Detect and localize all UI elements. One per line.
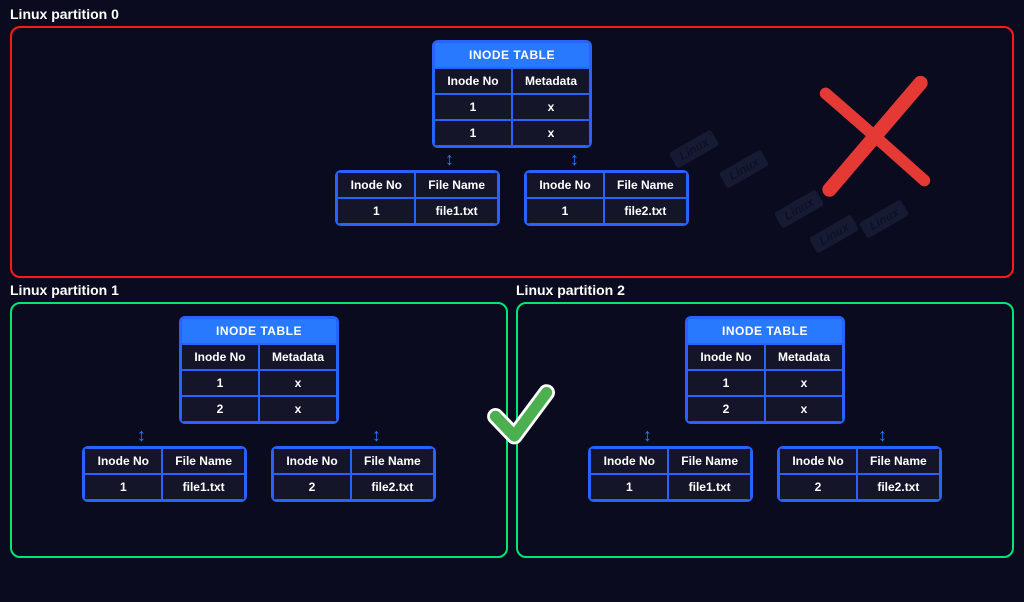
col: Inode No xyxy=(181,344,259,370)
inode-table-1: INODE TABLE Inode No Metadata 1 x 2 x xyxy=(179,316,339,424)
partition-2-box: INODE TABLE Inode No Metadata 1 x 2 x xyxy=(516,302,1014,558)
inode-table-0-title: INODE TABLE xyxy=(434,42,590,68)
partition-0-box: INODE TABLE Inode No Metadata 1 x 1 x ↕ … xyxy=(10,26,1014,278)
partition-0-label: Linux partition 0 xyxy=(10,6,1014,22)
arrow-row: ↕ ↕ xyxy=(297,148,727,170)
children-row: Inode No File Name 1 file1.txt Inode No … xyxy=(335,170,688,226)
partition-0-diagram: INODE TABLE Inode No Metadata 1 x 1 x ↕ … xyxy=(297,40,727,226)
cell: 2 xyxy=(273,474,351,500)
col: Inode No xyxy=(687,344,765,370)
cell: file1.txt xyxy=(668,474,751,500)
partition-1-diagram: INODE TABLE Inode No Metadata 1 x 2 x xyxy=(24,316,494,502)
title: INODE TABLE xyxy=(687,318,843,344)
cell: file2.txt xyxy=(604,198,687,224)
arrow-icon: ↕ xyxy=(137,426,146,444)
cell: 1 xyxy=(337,198,415,224)
cell: 1 xyxy=(526,198,604,224)
bottom-section: Linux partition 1 INODE TABLE Inode No M… xyxy=(0,278,1024,564)
cell: x xyxy=(765,396,843,422)
cell: 1 xyxy=(590,474,668,500)
cell: x xyxy=(765,370,843,396)
partition-1-col: Linux partition 1 INODE TABLE Inode No M… xyxy=(10,282,508,558)
inode-table-0-col1: Metadata xyxy=(512,68,590,94)
col: File Name xyxy=(162,448,245,474)
partition-1-box: INODE TABLE Inode No Metadata 1 x 2 x xyxy=(10,302,508,558)
cell: 1 xyxy=(181,370,259,396)
cell: 1 xyxy=(84,474,162,500)
cell: 2 xyxy=(687,396,765,422)
children-row: Inode No File Name 1 file1.txt Inode No … xyxy=(588,446,941,502)
top-section: Linux partition 0 INODE TABLE Inode No M… xyxy=(0,0,1024,278)
col: Inode No xyxy=(337,172,415,198)
partition-2-col: Linux partition 2 INODE TABLE Inode No M… xyxy=(516,282,1014,558)
col: Inode No xyxy=(779,448,857,474)
arrow-icon: ↕ xyxy=(372,426,381,444)
cell: x xyxy=(512,94,590,120)
children-row: Inode No File Name 1 file1.txt Inode No … xyxy=(82,446,435,502)
cell: 2 xyxy=(181,396,259,422)
file-table-1-1: Inode No File Name 2 file2.txt xyxy=(271,446,436,502)
cell: x xyxy=(512,120,590,146)
cell: 1 xyxy=(434,94,512,120)
col: Metadata xyxy=(259,344,337,370)
cell: 1 xyxy=(434,120,512,146)
cell: file1.txt xyxy=(162,474,245,500)
cell: x xyxy=(259,370,337,396)
file-table-0-1: Inode No File Name 1 file2.txt xyxy=(524,170,689,226)
col: File Name xyxy=(415,172,498,198)
arrow-row: ↕ ↕ xyxy=(530,424,1000,446)
arrow-icon: ↕ xyxy=(878,426,887,444)
cell: 1 xyxy=(687,370,765,396)
cell: file1.txt xyxy=(415,198,498,224)
file-table-1-0: Inode No File Name 1 file1.txt xyxy=(82,446,247,502)
col: Inode No xyxy=(526,172,604,198)
partition-2-diagram: INODE TABLE Inode No Metadata 1 x 2 x xyxy=(530,316,1000,502)
title: INODE TABLE xyxy=(181,318,337,344)
file-table-0-0: Inode No File Name 1 file1.txt xyxy=(335,170,500,226)
col: File Name xyxy=(857,448,940,474)
col: Inode No xyxy=(590,448,668,474)
file-table-2-1: Inode No File Name 2 file2.txt xyxy=(777,446,942,502)
col: Metadata xyxy=(765,344,843,370)
arrow-icon: ↕ xyxy=(643,426,652,444)
arrow-icon: ↕ xyxy=(570,150,579,168)
col: File Name xyxy=(351,448,434,474)
arrow-icon: ↕ xyxy=(445,150,454,168)
cell: 2 xyxy=(779,474,857,500)
partition-1-label: Linux partition 1 xyxy=(10,282,508,298)
inode-table-2: INODE TABLE Inode No Metadata 1 x 2 x xyxy=(685,316,845,424)
cell: file2.txt xyxy=(351,474,434,500)
cell: file2.txt xyxy=(857,474,940,500)
partition-2-label: Linux partition 2 xyxy=(516,282,1014,298)
inode-table-0-col0: Inode No xyxy=(434,68,512,94)
col: Inode No xyxy=(273,448,351,474)
file-table-2-0: Inode No File Name 1 file1.txt xyxy=(588,446,753,502)
arrow-row: ↕ ↕ xyxy=(24,424,494,446)
col: Inode No xyxy=(84,448,162,474)
col: File Name xyxy=(604,172,687,198)
col: File Name xyxy=(668,448,751,474)
inode-table-0: INODE TABLE Inode No Metadata 1 x 1 x xyxy=(432,40,592,148)
cell: x xyxy=(259,396,337,422)
